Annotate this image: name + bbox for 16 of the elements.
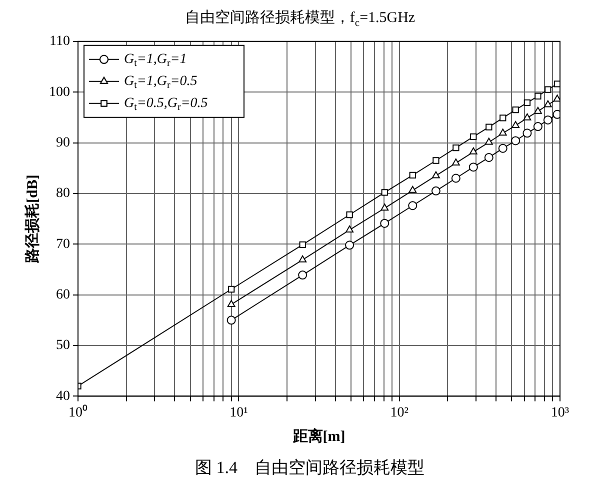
y-tick-label: 90 (56, 135, 70, 150)
y-tick-label: 60 (56, 288, 70, 302)
y-tick-label: 40 (56, 388, 70, 404)
y-tick-label: 80 (56, 186, 70, 202)
y-tick-label: 50 (56, 338, 70, 354)
y-tick-label: 70 (56, 236, 70, 252)
caption: 图 1.4 自由空间路径损耗模型 (195, 457, 426, 479)
y-tick-label: 110 (50, 34, 70, 50)
chart-title: 自由空间路径损耗模型，f$_{c}$=1.5GHz (184, 8, 416, 30)
x-tick-label: 10³ (550, 405, 570, 420)
x-tick-label: 10⁰ (68, 404, 88, 420)
x-axis-title: 距离[m] (292, 426, 346, 445)
y-tick-label: 100 (49, 84, 70, 100)
x-tick-label: 10¹ (230, 405, 248, 420)
y-axis-title: 路径损耗[dB] (24, 174, 41, 264)
x-tick-label: 10² (390, 405, 408, 420)
